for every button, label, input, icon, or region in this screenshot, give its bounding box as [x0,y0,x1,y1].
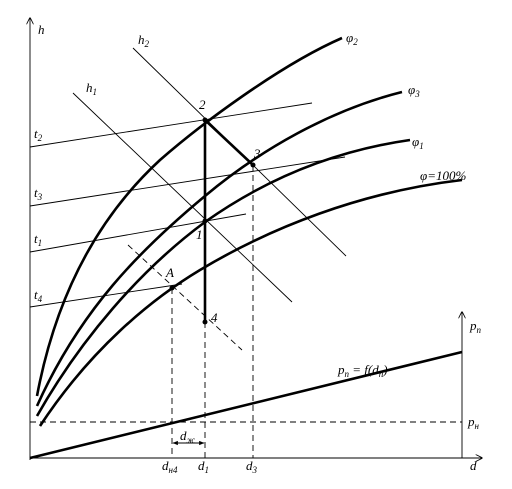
subscript: 1 [419,141,424,151]
label-text: t [34,231,38,246]
label-text: h [38,22,45,37]
label-h2: h2 [138,32,150,49]
isotherm [29,283,183,308]
label-phi3: φ3 [408,82,420,99]
label-pn: pн [467,414,480,431]
point [202,218,208,224]
isotherms [29,102,346,308]
process [169,117,256,325]
label-t2: t2 [34,126,43,143]
label-phi100: φ=100% [420,168,466,183]
label-d3: d3 [246,458,258,475]
axes [30,18,482,460]
humidity-curves [29,36,463,460]
label-pp: pп [469,318,482,335]
label-formula: pп = f(dп) [337,362,388,379]
label-p4: 4 [211,310,218,325]
label-text: p [469,318,477,333]
subscript: 1 [205,465,210,475]
label-text: 3 [253,146,261,161]
label-text: h [138,32,145,47]
label-text: t [34,126,38,141]
label-phi1: φ1 [412,134,424,151]
label-text: h [86,80,93,95]
subscript: 3 [37,192,43,202]
subscript: 3 [252,465,258,475]
label-text: p [467,414,475,429]
label-text: d [198,458,205,473]
label-text: φ=100% [420,168,466,183]
label-text: p [337,362,345,377]
subscript: п [379,369,384,379]
subscript: 2 [38,133,43,143]
label-t3: t3 [34,185,43,202]
label-pA: A [165,265,174,280]
label-d: d [470,458,477,473]
label-text: 4 [211,310,218,325]
label-dk: dж [180,428,196,445]
label-d1: d1 [198,458,209,475]
label-phi2: φ2 [346,30,358,47]
subscript: 1 [93,87,98,97]
label-text: d [162,458,169,473]
label-h1: h1 [86,80,97,97]
label-text: d [246,458,253,473]
enthalpy-line [72,92,293,303]
label-text: φ [408,82,415,97]
pressure-line [29,350,463,460]
enthalpy-line-dashed [127,244,243,351]
label-text: = f(d [349,362,379,377]
subscript: ж [187,435,196,445]
subscript: 3 [414,89,420,99]
projections [30,165,462,458]
enthalpy-lines [72,47,347,351]
isotherm [29,213,247,253]
label-p3: 3 [253,146,261,161]
label-text: t [34,287,38,302]
isotherm [29,102,313,148]
curve-phi100 [38,178,463,427]
label-text: φ [412,134,419,149]
curve-phi2 [35,36,343,397]
label-text: A [165,265,174,280]
label-t4: t4 [34,287,43,304]
label-text: 1 [196,227,203,242]
label-p2: 2 [199,97,206,112]
label-text: ) [382,362,387,377]
process-line [204,119,254,166]
label-text: φ [346,30,353,45]
label-dn4: dн4 [162,458,178,475]
subscript: п [477,325,482,335]
point [202,117,208,123]
subscript: 4 [38,294,43,304]
label-text: t [34,185,38,200]
subscript: н [475,421,480,431]
subscript: 1 [38,238,43,248]
subscript: п [345,369,350,379]
subscript: н4 [169,465,178,475]
label-text: 2 [199,97,206,112]
isotherm [29,156,346,207]
label-text: d [180,428,187,443]
label-t1: t1 [34,231,42,248]
subscript: 2 [353,37,358,47]
label-h: h [38,22,45,37]
label-text: d [470,458,477,473]
subscript: 2 [145,39,150,49]
label-p1: 1 [196,227,203,242]
